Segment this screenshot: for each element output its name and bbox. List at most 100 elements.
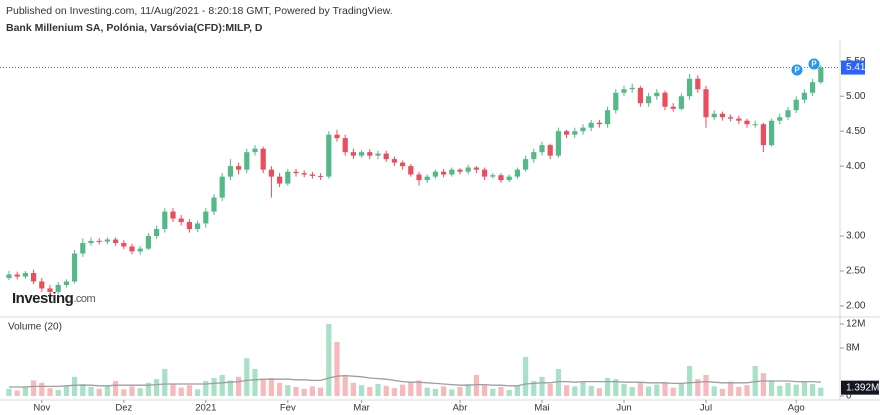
candle-body	[227, 166, 233, 177]
event-label: P	[794, 66, 800, 75]
volume-bar	[670, 387, 676, 396]
candle-body	[465, 167, 471, 172]
volume-bar	[588, 385, 594, 396]
volume-bar	[695, 379, 701, 396]
volume-bar	[285, 385, 291, 396]
volume-bar	[375, 384, 381, 396]
candle-body	[121, 243, 127, 247]
volume-bar	[47, 388, 53, 396]
volume-bar	[457, 387, 463, 396]
candle-body	[629, 87, 635, 90]
volume-bar	[367, 387, 373, 396]
candle-body	[375, 153, 381, 156]
candle-body	[350, 152, 356, 156]
volume-bar	[769, 380, 775, 396]
x-tick-label: Abr	[453, 403, 468, 414]
volume-bar	[227, 380, 233, 396]
volume-bar	[203, 381, 209, 396]
volume-bar	[391, 388, 397, 396]
volume-bar	[539, 376, 545, 396]
candle-body	[555, 131, 561, 156]
candle-body	[580, 127, 586, 132]
volume-bar	[465, 384, 471, 396]
y-tick-label: 4.50	[846, 126, 866, 137]
volume-bar	[621, 384, 627, 396]
y-tick-label: 3.00	[846, 231, 866, 242]
candle-body	[457, 169, 463, 172]
volume-bar	[654, 384, 660, 396]
candle-body	[252, 148, 258, 153]
candle-body	[129, 246, 135, 252]
candle-body	[14, 274, 20, 277]
volume-bar	[785, 382, 791, 396]
volume-bar	[260, 379, 266, 396]
volume-bar	[449, 389, 455, 396]
candle-body	[342, 138, 348, 153]
event-marker	[808, 58, 820, 70]
volume-bar	[719, 388, 725, 396]
candle-body	[6, 274, 12, 278]
candle-body	[473, 167, 479, 170]
candle-body	[408, 166, 414, 175]
candle-body	[211, 197, 217, 212]
volume-bar	[441, 386, 447, 396]
volume-bar	[252, 369, 258, 396]
candle-body	[703, 89, 709, 118]
candle-body	[613, 92, 619, 111]
volume-bar	[129, 386, 135, 396]
volume-bar	[63, 385, 69, 396]
volume-bar	[744, 385, 750, 396]
volume-bar	[728, 381, 734, 396]
volume-bar	[580, 381, 586, 396]
volume-bar	[523, 357, 529, 396]
volume-bar	[711, 386, 717, 396]
x-tick-label: Dez	[115, 403, 132, 414]
candle-body	[687, 78, 693, 97]
volume-bar	[408, 382, 414, 396]
candle-body	[572, 131, 578, 135]
candle-body	[490, 175, 496, 177]
candle-body	[96, 240, 102, 242]
volume-bar	[555, 369, 561, 396]
volume-bar	[637, 382, 643, 396]
volume-bar	[301, 388, 307, 396]
candle-body	[719, 113, 725, 118]
candle-body	[47, 288, 53, 292]
volume-bar	[244, 358, 250, 396]
volume-bar	[219, 375, 225, 396]
volume-bar	[572, 386, 578, 396]
candle-body	[711, 113, 717, 118]
volume-bar	[178, 387, 184, 396]
volume-bar	[121, 389, 127, 396]
volume-bar	[818, 387, 824, 396]
candle-body	[63, 281, 69, 285]
candle-body	[236, 166, 242, 170]
candle-body	[301, 173, 307, 175]
candle-body	[695, 78, 701, 90]
volume-bar	[186, 385, 192, 396]
candle-body	[539, 145, 545, 153]
candle-body	[22, 273, 28, 277]
volume-bar	[424, 387, 430, 396]
candle-body	[744, 120, 750, 125]
volume-bar	[326, 324, 332, 396]
volume-bar	[113, 381, 119, 396]
y-tick-label: 0	[846, 391, 852, 402]
x-tick-label: Mai	[534, 403, 549, 414]
candle-body	[728, 117, 734, 119]
last-price-box	[841, 60, 865, 75]
volume-bar	[359, 385, 365, 396]
volume-bar	[195, 389, 201, 396]
candle-body	[55, 284, 61, 292]
candle-body	[203, 211, 209, 224]
last-price-label: 5.41	[846, 62, 866, 73]
candle-body	[793, 99, 799, 111]
candle-body	[359, 152, 365, 156]
candle-body	[244, 152, 250, 170]
candle-body	[72, 253, 78, 282]
event-marker	[791, 64, 803, 76]
candle-body	[769, 120, 775, 146]
volume-bar	[473, 375, 479, 396]
x-tick-label: Ago	[788, 403, 805, 414]
